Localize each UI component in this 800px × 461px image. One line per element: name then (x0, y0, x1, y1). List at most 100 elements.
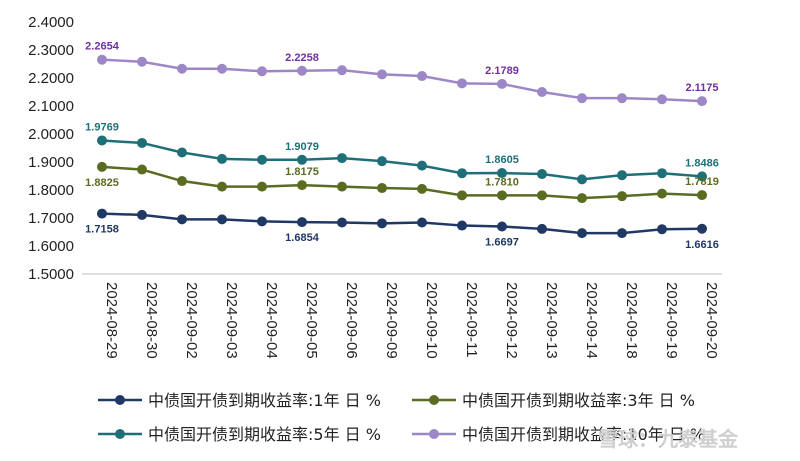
series-0-point (177, 214, 187, 225)
series-1-point (377, 183, 387, 194)
series-2-point (337, 153, 347, 164)
data-label-2: 1.8486 (685, 157, 719, 169)
series-1-point (457, 190, 467, 201)
series-0-point (577, 228, 587, 239)
series-1-point (577, 193, 587, 204)
legend-label-2: 中债国开债到期收益率:5年 日 % (148, 425, 381, 444)
series-3-point (457, 78, 467, 89)
y-tick-label: 1.5000 (28, 266, 74, 283)
series-2-point (257, 154, 267, 165)
series-0-point (417, 217, 427, 228)
y-axis: 1.5000 1.6000 1.7000 1.8000 1.9000 2.0000 2.10… (28, 14, 74, 283)
y-tick-label: 2.3000 (28, 42, 74, 59)
legend-label-3: 中债国开债到期收益率:10年 日 % (462, 425, 705, 444)
series-3-point (97, 54, 107, 65)
data-label-2: 1.8605 (485, 154, 519, 166)
x-tick-label: 2024-08-30 (143, 282, 160, 359)
series-3-point (377, 69, 387, 80)
series-2-point (457, 168, 467, 179)
series-2-point (417, 160, 427, 171)
series-2-point (537, 169, 547, 180)
series-line-3 (101, 58, 703, 103)
x-axis: 2024-08-29 2024-08-30 2024-09-02 2024-09-03… (82, 273, 722, 359)
x-tick-label: 2024-09-09 (383, 282, 400, 359)
x-tick-label: 2024-09-04 (263, 282, 280, 359)
series-0-point (497, 221, 507, 232)
y-tick-label: 2.2000 (28, 70, 74, 87)
legend-swatch-marker-1 (429, 395, 439, 405)
data-label-1: 1.8825 (85, 177, 119, 189)
series-1-point (297, 180, 307, 191)
x-tick-label: 2024-09-18 (623, 282, 640, 359)
series-1-point (137, 164, 147, 175)
legend-swatch-marker-2 (115, 429, 125, 439)
data-label-0: 1.7158 (85, 224, 119, 236)
data-label-3: 2.2654 (85, 41, 120, 53)
series-0-point (297, 217, 307, 228)
series-0-point (217, 214, 227, 225)
series-3-point (177, 63, 187, 74)
series-2-point (657, 168, 667, 179)
series-1-point (217, 181, 227, 192)
legend: 中债国开债到期收益率:1年 日 % 中债国开债到期收益率:3年 日 % 中债国开债到… (98, 391, 705, 444)
data-label-1: 1.8175 (285, 166, 319, 178)
series-0-point (137, 209, 147, 220)
series-2-point (97, 135, 107, 146)
series-1-point (177, 176, 187, 187)
y-tick-label: 1.9000 (28, 154, 74, 171)
data-label-2: 1.9079 (285, 141, 319, 153)
data-label-3: 2.1175 (685, 82, 718, 94)
y-tick-label: 1.7000 (28, 210, 74, 227)
x-tick-label: 2024-09-14 (583, 282, 600, 359)
series-2-point (297, 154, 307, 165)
series-3-point (617, 93, 627, 104)
series-3-point (297, 65, 307, 76)
series-2-point (697, 171, 707, 182)
data-labels: 1.7158 1.6854 1.6697 1.6616 1.8825 1.8175 1.78… (85, 41, 719, 251)
data-label-1: 1.7819 (685, 176, 719, 188)
series-1-point (537, 190, 547, 201)
series-3-point (577, 93, 587, 104)
data-label-3: 2.2258 (285, 52, 319, 64)
data-label-0: 1.6616 (685, 239, 719, 251)
series-3-point (137, 56, 147, 67)
series-0-point (697, 223, 707, 234)
series-1-point (337, 181, 347, 192)
series-3-point (217, 63, 227, 74)
series-3-point (497, 78, 507, 89)
y-tick-label: 2.0000 (28, 126, 74, 143)
series-3-point (697, 96, 707, 107)
x-tick-label: 2024-09-05 (303, 282, 320, 359)
series-line-0 (101, 212, 703, 235)
series-0-point (617, 228, 627, 239)
series-1-point (257, 181, 267, 192)
legend-swatch-marker-3 (429, 429, 439, 439)
series-line-2 (101, 139, 703, 181)
x-tick-label: 2024-09-10 (423, 282, 440, 359)
series-0-point (337, 217, 347, 228)
watermark-text: 雪球：九泰基金 (598, 427, 739, 451)
series-2-point (497, 168, 507, 179)
legend-label-1: 中债国开债到期收益率:3年 日 % (462, 391, 695, 410)
y-tick-label: 1.6000 (28, 238, 74, 255)
series-3-point (657, 94, 667, 105)
series-2-point (177, 147, 187, 158)
x-tick-label: 2024-09-13 (543, 282, 560, 359)
series-3-point (537, 87, 547, 97)
series-0-point (97, 208, 107, 219)
legend-label-0: 中债国开债到期收益率:1年 日 % (148, 391, 381, 410)
series-2-point (617, 170, 627, 181)
series-0-point (537, 223, 547, 234)
series-3-point (337, 65, 347, 76)
x-tick-label: 2024-09-03 (223, 282, 240, 359)
series-1-point (97, 161, 107, 172)
data-label-0: 1.6854 (285, 232, 320, 244)
series-1-point (697, 190, 707, 201)
series-2-point (217, 153, 227, 164)
data-label-3: 2.1789 (485, 65, 519, 77)
legend-swatch-marker-0 (115, 395, 125, 405)
series-1-point (657, 188, 667, 199)
y-tick-label: 2.4000 (28, 14, 74, 31)
